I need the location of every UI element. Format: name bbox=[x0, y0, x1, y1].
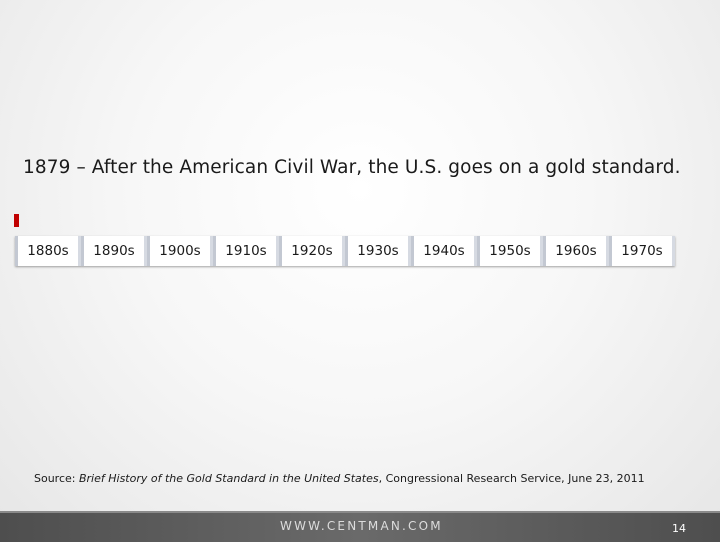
decade-1900s: 1900s bbox=[147, 236, 213, 266]
source-prefix: Source: bbox=[34, 472, 79, 485]
slide-headline: 1879 – After the American Civil War, the… bbox=[23, 157, 681, 178]
footer-url[interactable]: WWW.CENTMAN.COM bbox=[280, 519, 443, 533]
decade-1890s: 1890s bbox=[81, 236, 147, 266]
decade-timeline: 1880s 1890s 1900s 1910s 1920s 1930s 1940… bbox=[15, 236, 675, 266]
decade-1950s: 1950s bbox=[477, 236, 543, 266]
decade-1880s: 1880s bbox=[15, 236, 81, 266]
decade-1960s: 1960s bbox=[543, 236, 609, 266]
source-title: Brief History of the Gold Standard in th… bbox=[78, 472, 379, 485]
decade-1970s: 1970s bbox=[609, 236, 675, 266]
decade-1930s: 1930s bbox=[345, 236, 411, 266]
decade-1910s: 1910s bbox=[213, 236, 279, 266]
decade-1920s: 1920s bbox=[279, 236, 345, 266]
decade-1940s: 1940s bbox=[411, 236, 477, 266]
source-suffix: , Congressional Research Service, June 2… bbox=[378, 472, 645, 485]
source-citation: Source: Brief History of the Gold Standa… bbox=[34, 472, 645, 485]
page-number: 14 bbox=[672, 522, 686, 535]
footer-bar: WWW.CENTMAN.COM 14 bbox=[0, 511, 720, 542]
accent-marker bbox=[14, 214, 19, 227]
